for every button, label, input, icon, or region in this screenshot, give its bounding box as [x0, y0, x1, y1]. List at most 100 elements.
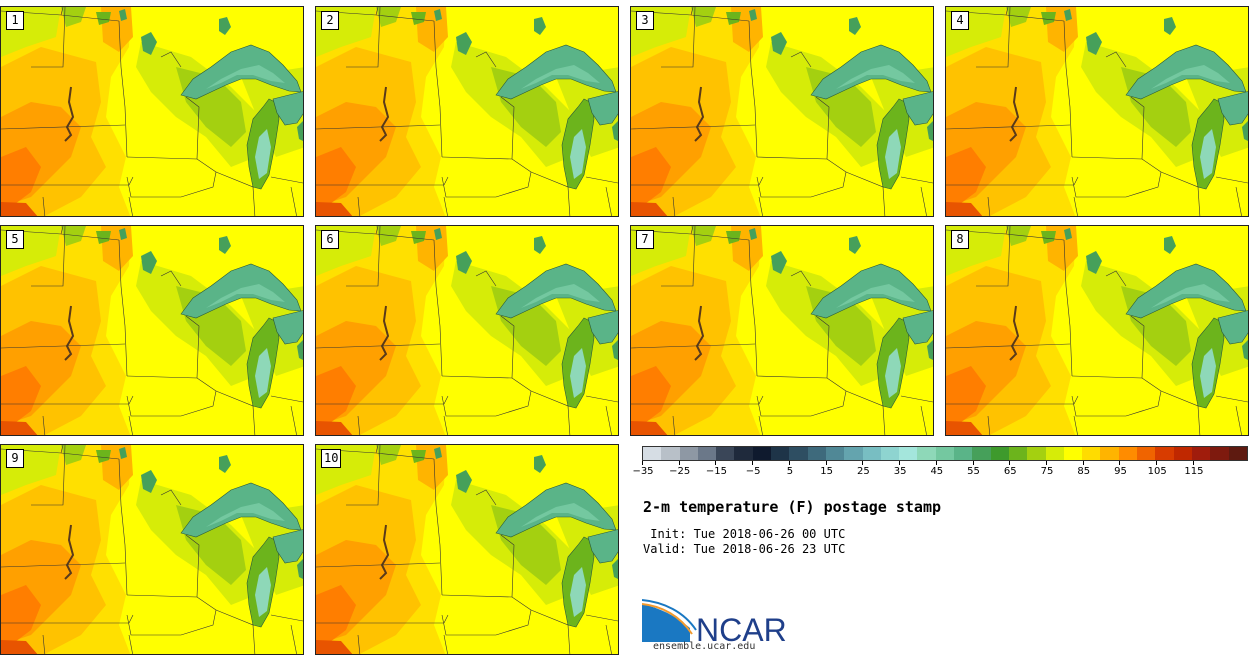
colorbar-bin: [643, 447, 662, 460]
colorbar-tick-label: 55: [967, 466, 980, 477]
page-title: 2-m temperature (F) postage stamp: [643, 498, 942, 516]
colorbar-tick-label: −35: [632, 466, 654, 477]
colorbar-bin: [807, 447, 826, 460]
colorbar-bin: [1045, 447, 1064, 460]
temperature-map: [1, 445, 304, 655]
member-number-label: 8: [951, 230, 969, 249]
init-time: Init: Tue 2018-06-26 00 UTC: [643, 527, 846, 541]
colorbar-bin: [1137, 447, 1156, 460]
colorbar-tick: [935, 461, 937, 465]
ensemble-member-map: 10: [315, 444, 619, 655]
colorbar-bin: [752, 447, 772, 460]
ensemble-member-map: 4: [945, 6, 1249, 217]
member-number-label: 1: [6, 11, 24, 30]
ensemble-member-map: 1: [0, 6, 304, 217]
colorbar-bin: [862, 447, 881, 460]
colorbar-tick: [1192, 461, 1194, 465]
colorbar-bin: [990, 447, 1009, 460]
colorbar-tick-label: 5: [786, 466, 794, 477]
colorbar-bin: [1063, 447, 1083, 460]
colorbar-tick: [862, 461, 864, 465]
colorbar-bin: [1173, 447, 1192, 460]
colorbar-tick-label: 25: [856, 466, 870, 477]
member-number-label: 10: [321, 449, 342, 468]
colorbar-tick-label: 85: [1077, 466, 1091, 477]
colorbar-bin: [1228, 447, 1247, 460]
colorbar-tick: [1009, 461, 1011, 465]
ensemble-member-map: 5: [0, 225, 304, 436]
temperature-map: [631, 7, 934, 217]
colorbar-tick: [678, 461, 680, 465]
colorbar-bin: [1008, 447, 1028, 460]
ensemble-member-map: 2: [315, 6, 619, 217]
ensemble-member-map: 9: [0, 444, 304, 655]
colorbar-bin: [734, 447, 753, 460]
colorbar-tick-label: 75: [1040, 466, 1054, 477]
colorbar-tick-label: 105: [1147, 466, 1167, 477]
colorbar-tick: [1046, 461, 1047, 465]
colorbar-tick: [899, 461, 901, 465]
member-number-label: 4: [951, 11, 969, 30]
colorbar-tick-label: −15: [705, 466, 728, 477]
colorbar-tick-label: 35: [893, 466, 907, 477]
ensemble-member-map: 6: [315, 225, 619, 436]
colorbar-tick-label: −5: [745, 466, 761, 477]
colorbar-bin: [880, 447, 900, 460]
svg-text:NCAR: NCAR: [696, 612, 787, 644]
colorbar-bin: [1082, 447, 1101, 460]
colorbar-bin: [771, 447, 790, 460]
colorbar-tick-label: 115: [1184, 466, 1204, 477]
temperature-colorbar: [642, 446, 1248, 461]
member-number-label: 5: [6, 230, 24, 249]
colorbar-bin: [1210, 447, 1229, 460]
colorbar-tick-label: 15: [820, 466, 833, 477]
temperature-map: [946, 226, 1249, 436]
colorbar-tick: [642, 461, 643, 465]
colorbar-bin: [972, 447, 991, 460]
colorbar-tick: [825, 461, 827, 465]
colorbar-bin: [661, 447, 680, 460]
colorbar-bin: [679, 447, 698, 460]
temperature-map: [316, 226, 619, 436]
colorbar-bin: [899, 447, 918, 460]
colorbar-tick: [752, 461, 754, 465]
colorbar-tick-label: 95: [1114, 466, 1127, 477]
temperature-map: [316, 445, 619, 655]
colorbar-tick: [1119, 461, 1121, 465]
colorbar-bin: [1155, 447, 1174, 460]
ensemble-member-map: 8: [945, 225, 1249, 436]
colorbar-bin: [917, 447, 936, 460]
temperature-map: [316, 7, 619, 217]
colorbar-bin: [935, 447, 955, 460]
colorbar-bin: [716, 447, 735, 460]
ensemble-member-map: 3: [630, 6, 934, 217]
colorbar-bin: [697, 447, 717, 460]
colorbar-bin: [844, 447, 863, 460]
colorbar-tick-label: 45: [930, 466, 944, 477]
colorbar-tick: [715, 461, 717, 465]
member-number-label: 3: [636, 11, 654, 30]
ncar-logo: NCAR: [642, 599, 787, 644]
colorbar-tick-label: 65: [1003, 466, 1017, 477]
temperature-map: [1, 7, 304, 217]
colorbar-tick: [1082, 461, 1084, 465]
colorbar-bin: [954, 447, 973, 460]
member-number-label: 7: [636, 230, 654, 249]
colorbar-bin: [1100, 447, 1119, 460]
temperature-map: [1, 226, 304, 436]
colorbar-tick: [972, 461, 974, 465]
colorbar-tick: [1156, 461, 1158, 465]
colorbar-ticks: −35 −25 −15 −5 5 15 25 35 45 55 65 75 85 95 105 115: [632, 461, 1248, 483]
member-number-label: 6: [321, 230, 339, 249]
colorbar-bin: [1191, 447, 1211, 460]
logo-url: ensemble.ucar.edu: [653, 641, 756, 652]
colorbar-bin: [825, 447, 845, 460]
temperature-map: [631, 226, 934, 436]
colorbar-bin: [789, 447, 808, 460]
colorbar-tick-label: −25: [669, 466, 691, 477]
colorbar-bin: [1118, 447, 1138, 460]
colorbar-tick: [788, 461, 790, 465]
valid-time: Valid: Tue 2018-06-26 23 UTC: [643, 542, 846, 556]
member-number-label: 9: [6, 449, 24, 468]
member-number-label: 2: [321, 11, 339, 30]
